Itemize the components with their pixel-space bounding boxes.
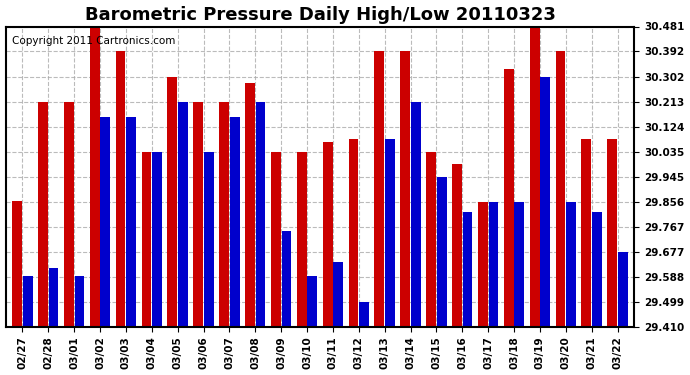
Bar (426, 152, 436, 327)
Bar (193, 102, 203, 327)
Bar (463, 212, 473, 327)
Bar (230, 117, 239, 327)
Bar (618, 252, 628, 327)
Bar (566, 202, 576, 327)
Bar (141, 152, 151, 327)
Bar (385, 139, 395, 327)
Bar (359, 302, 369, 327)
Title: Barometric Pressure Daily High/Low 20110323: Barometric Pressure Daily High/Low 20110… (84, 6, 555, 24)
Bar (411, 102, 421, 327)
Bar (38, 102, 48, 327)
Bar (308, 276, 317, 327)
Bar (178, 102, 188, 327)
Bar (437, 177, 446, 327)
Bar (126, 117, 136, 327)
Bar (592, 212, 602, 327)
Bar (116, 51, 126, 327)
Bar (100, 117, 110, 327)
Bar (271, 152, 281, 327)
Bar (515, 202, 524, 327)
Text: Copyright 2011 Cartronics.com: Copyright 2011 Cartronics.com (12, 36, 175, 45)
Bar (400, 51, 410, 327)
Bar (489, 202, 498, 327)
Bar (540, 77, 550, 327)
Bar (530, 27, 540, 327)
Bar (152, 152, 162, 327)
Bar (168, 77, 177, 327)
Bar (12, 201, 22, 327)
Bar (348, 139, 358, 327)
Bar (90, 27, 99, 327)
Bar (64, 102, 74, 327)
Bar (452, 164, 462, 327)
Bar (333, 262, 343, 327)
Bar (219, 102, 229, 327)
Bar (204, 152, 214, 327)
Bar (555, 51, 565, 327)
Bar (297, 152, 306, 327)
Bar (282, 231, 291, 327)
Bar (582, 139, 591, 327)
Bar (256, 102, 266, 327)
Bar (323, 142, 333, 327)
Bar (48, 268, 59, 327)
Bar (245, 83, 255, 327)
Bar (375, 51, 384, 327)
Bar (504, 69, 513, 327)
Bar (23, 276, 32, 327)
Bar (478, 202, 488, 327)
Bar (75, 276, 84, 327)
Bar (607, 139, 617, 327)
